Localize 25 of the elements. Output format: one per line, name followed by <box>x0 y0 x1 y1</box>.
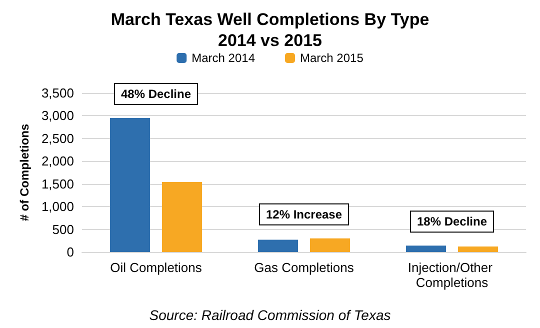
bar <box>162 182 202 252</box>
y-tick-label: 3,500 <box>41 86 74 100</box>
y-tick-label: 2,000 <box>41 154 74 169</box>
y-tick-label: 0 <box>66 244 74 260</box>
bar <box>458 246 498 252</box>
y-axis-title: # of Completions <box>18 124 32 222</box>
legend-label: March 2014 <box>192 51 256 65</box>
annotation: 48% Decline <box>120 86 192 101</box>
x-tick-label: Oil Completions <box>110 260 202 275</box>
y-tick-label: 500 <box>52 222 74 237</box>
y-tick-label: 3,000 <box>41 108 74 124</box>
source-note: Source: Railroad Commission of Texas <box>149 307 391 323</box>
bar <box>406 246 446 252</box>
x-tick-label: Gas Completions <box>254 260 354 275</box>
bar <box>310 238 350 252</box>
annotation: 12% Increase <box>266 207 342 222</box>
bar <box>110 118 150 252</box>
y-tick-label: 2,500 <box>41 130 74 146</box>
y-tick-label: 1,000 <box>41 199 74 214</box>
x-tick-label: Injection/Other Completions <box>408 260 496 290</box>
legend-label: March 2015 <box>300 51 364 65</box>
annotation: 18% Decline <box>416 214 488 229</box>
y-tick-label: 1,500 <box>41 176 74 192</box>
chart-title: March Texas Well Completions By Type 2014 vs 2015 <box>110 10 430 50</box>
bar <box>258 240 298 252</box>
